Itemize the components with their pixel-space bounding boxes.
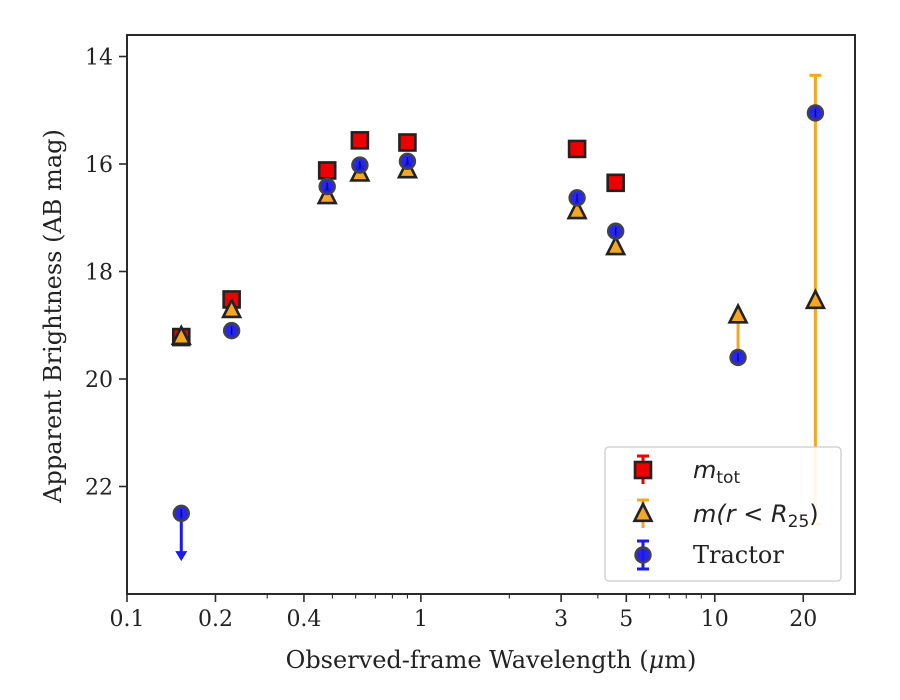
y-tick-label: 22 bbox=[85, 476, 113, 501]
legend-label-m-r25-close: ) bbox=[809, 500, 818, 528]
upper-limit-arrow bbox=[175, 551, 188, 562]
legend-label-m-r25: m(r < R25) bbox=[693, 500, 819, 532]
legend-label-tractor: Tractor bbox=[693, 541, 784, 569]
x-axis-label: Observed-frame Wavelength (μm) bbox=[286, 646, 697, 674]
data-point-m-tot bbox=[350, 131, 370, 150]
x-tick-label: 5 bbox=[619, 607, 633, 632]
data-point-m-r25 bbox=[727, 302, 749, 324]
data-group bbox=[170, 73, 827, 562]
x-tick-label: 0.1 bbox=[110, 607, 145, 632]
x-tick-label: 10 bbox=[701, 607, 729, 632]
legend-label-m-tot-base: m bbox=[693, 456, 716, 484]
legend-label-m-tot-sub: tot bbox=[716, 468, 740, 488]
series-tractor bbox=[172, 104, 825, 562]
data-point-m-r25 bbox=[221, 297, 243, 319]
data-point-m-tot bbox=[567, 139, 587, 159]
legend-marker-m-r25 bbox=[632, 501, 654, 523]
axes-group bbox=[126, 34, 856, 595]
series-m_tot bbox=[171, 131, 625, 347]
legend-label-m-r25-base: m(r < R bbox=[693, 500, 788, 528]
y-tick-label: 18 bbox=[85, 261, 113, 286]
x-tick-label: 1 bbox=[414, 607, 428, 632]
y-tick-label: 16 bbox=[85, 153, 113, 178]
labels-group: Observed-frame Wavelength (μm) Apparent … bbox=[39, 129, 696, 674]
x-tick-label: 0.2 bbox=[198, 607, 233, 632]
data-point-m-r25 bbox=[605, 234, 627, 256]
legend-marker-tractor bbox=[634, 546, 652, 564]
y-tick-label: 14 bbox=[85, 46, 113, 71]
data-point-m-r25 bbox=[170, 324, 192, 346]
x-tick-label: 3 bbox=[554, 607, 568, 632]
x-tick-label: 0.4 bbox=[286, 607, 321, 632]
legend-marker-m-tot bbox=[633, 460, 653, 480]
data-point-m-tot bbox=[317, 161, 337, 180]
legend-box bbox=[604, 446, 842, 582]
legend-group: mtot m(r < R25) Tractor bbox=[604, 446, 842, 582]
data-point-m-tot bbox=[398, 133, 417, 152]
y-axis-label: Apparent Brightness (AB mag) bbox=[39, 129, 67, 504]
data-point-m-tot bbox=[606, 173, 625, 193]
legend-label-m-tot: mtot bbox=[693, 456, 740, 488]
ticks-group: 0.1 0.2 0.4 1 3 5 10 20 14 16 18 20 22 bbox=[85, 46, 817, 633]
y-tick-label: 20 bbox=[85, 368, 113, 393]
plot-frame bbox=[126, 34, 856, 595]
legend-label-m-r25-sub: 25 bbox=[788, 512, 810, 532]
x-tick-label: 20 bbox=[789, 607, 817, 632]
data-point-m-r25 bbox=[566, 198, 588, 220]
data-point-m-r25 bbox=[804, 288, 827, 310]
